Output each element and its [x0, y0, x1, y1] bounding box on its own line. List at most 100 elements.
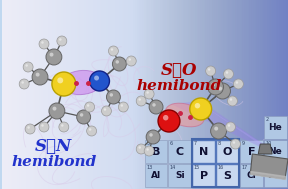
Bar — [168, 163, 191, 187]
Circle shape — [195, 103, 200, 108]
Polygon shape — [201, 104, 266, 146]
Bar — [192, 163, 215, 187]
Bar — [192, 139, 239, 187]
Circle shape — [121, 104, 123, 107]
Text: S∷N: S∷N — [35, 139, 73, 156]
Circle shape — [41, 124, 44, 127]
Circle shape — [118, 102, 128, 112]
Circle shape — [233, 141, 235, 144]
Circle shape — [144, 89, 154, 99]
Circle shape — [21, 81, 24, 84]
Circle shape — [25, 124, 35, 134]
Circle shape — [104, 108, 106, 111]
Circle shape — [57, 77, 63, 83]
Text: S∷O: S∷O — [161, 63, 197, 80]
Text: 2: 2 — [265, 117, 268, 122]
Circle shape — [230, 98, 232, 101]
Circle shape — [149, 133, 153, 137]
Bar — [240, 139, 263, 163]
Circle shape — [50, 53, 54, 57]
Text: hemibond: hemibond — [11, 155, 96, 169]
Circle shape — [23, 62, 33, 72]
Circle shape — [115, 60, 119, 64]
Text: 10: 10 — [265, 141, 271, 146]
Circle shape — [57, 36, 67, 46]
Text: 16: 16 — [217, 165, 224, 170]
Circle shape — [110, 93, 113, 97]
Circle shape — [25, 64, 28, 67]
Circle shape — [94, 75, 99, 81]
Circle shape — [158, 110, 180, 132]
Circle shape — [146, 148, 149, 151]
Bar — [192, 139, 215, 163]
Circle shape — [136, 144, 146, 154]
Bar — [216, 139, 239, 163]
Circle shape — [39, 39, 49, 49]
Circle shape — [109, 46, 118, 56]
Text: Si: Si — [175, 171, 185, 180]
Bar — [216, 163, 239, 187]
Ellipse shape — [61, 70, 103, 94]
Bar — [264, 163, 287, 187]
Bar — [168, 139, 191, 163]
Text: 6: 6 — [170, 141, 173, 146]
Text: Ne: Ne — [268, 147, 282, 156]
Circle shape — [206, 66, 216, 76]
Text: He: He — [268, 123, 282, 132]
Circle shape — [146, 91, 149, 94]
Text: 17: 17 — [241, 165, 248, 170]
Circle shape — [215, 83, 230, 99]
Circle shape — [228, 96, 237, 106]
Text: F: F — [248, 147, 255, 157]
Circle shape — [59, 122, 69, 132]
Circle shape — [226, 71, 228, 74]
Circle shape — [52, 72, 76, 96]
Text: B: B — [152, 147, 160, 157]
Text: S: S — [223, 171, 232, 181]
Circle shape — [85, 102, 94, 112]
Circle shape — [87, 104, 89, 107]
Circle shape — [27, 126, 30, 129]
Text: 8: 8 — [217, 141, 221, 146]
Polygon shape — [250, 154, 288, 179]
Circle shape — [218, 87, 222, 91]
Circle shape — [211, 123, 226, 139]
Bar — [145, 163, 168, 187]
Text: 14: 14 — [170, 165, 176, 170]
Circle shape — [112, 57, 126, 71]
Text: N: N — [199, 147, 208, 157]
Bar — [240, 163, 263, 187]
Circle shape — [101, 106, 111, 116]
Polygon shape — [171, 101, 268, 147]
Text: 18: 18 — [265, 165, 271, 170]
Circle shape — [149, 100, 163, 114]
Circle shape — [128, 58, 131, 61]
Circle shape — [39, 122, 49, 132]
Circle shape — [223, 69, 234, 79]
Text: C: C — [176, 147, 184, 157]
Circle shape — [111, 48, 113, 51]
Circle shape — [228, 124, 230, 127]
Circle shape — [77, 110, 91, 124]
Bar — [264, 115, 287, 139]
Text: Cl: Cl — [247, 171, 256, 180]
Circle shape — [90, 71, 109, 91]
Text: 15: 15 — [194, 165, 200, 170]
Circle shape — [107, 90, 120, 104]
Circle shape — [139, 146, 141, 149]
Circle shape — [32, 69, 48, 85]
Bar — [145, 139, 168, 163]
Circle shape — [52, 107, 56, 111]
Circle shape — [236, 81, 238, 84]
Circle shape — [41, 41, 44, 44]
Circle shape — [136, 96, 146, 106]
Circle shape — [59, 38, 62, 41]
Circle shape — [89, 128, 91, 131]
Text: 7: 7 — [194, 141, 197, 146]
Circle shape — [144, 146, 154, 156]
Text: 5: 5 — [146, 141, 149, 146]
Text: Al: Al — [151, 171, 161, 180]
Polygon shape — [258, 144, 272, 154]
Circle shape — [214, 127, 218, 131]
Circle shape — [80, 113, 83, 117]
